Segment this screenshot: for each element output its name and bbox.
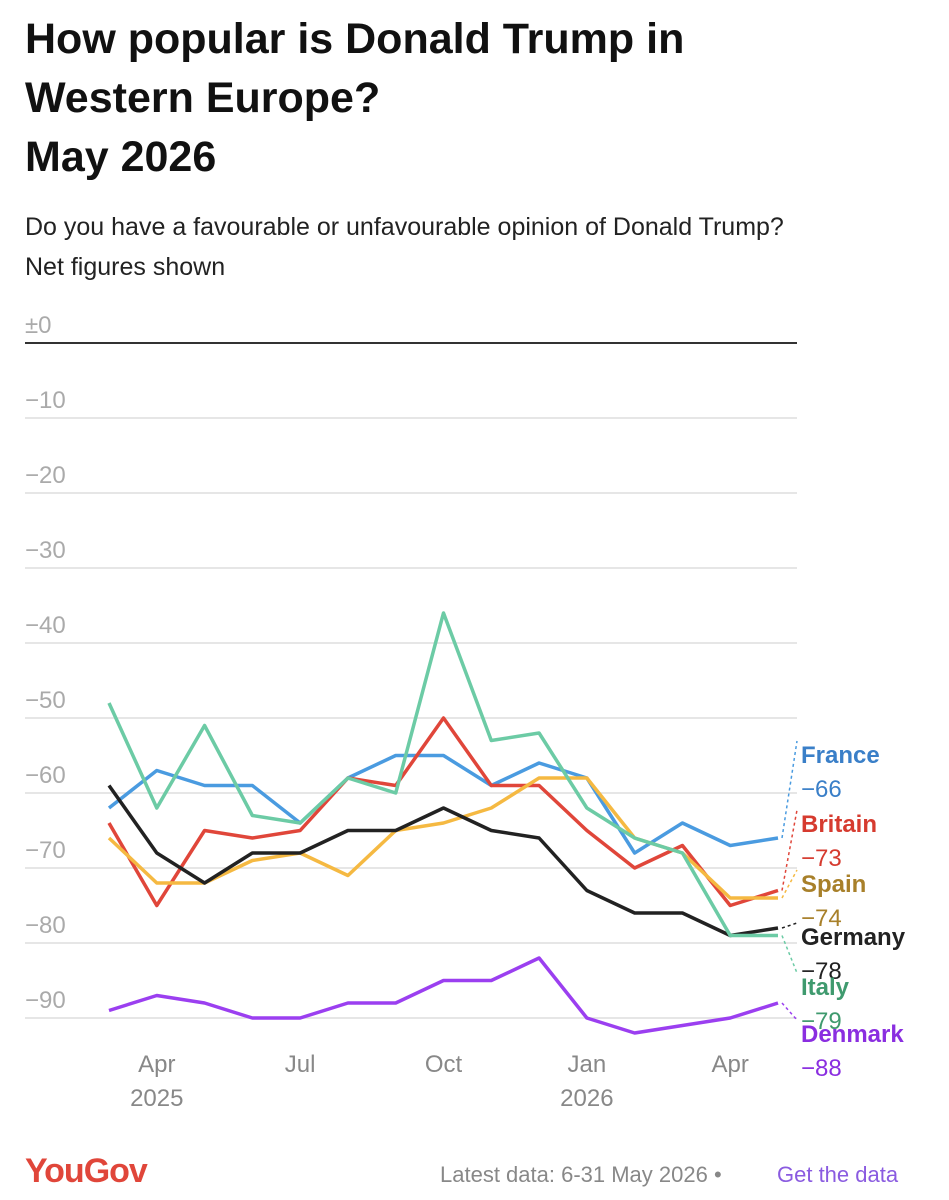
y-tick-label: −90 — [25, 987, 66, 1014]
legend-label: France — [801, 742, 880, 769]
title-line: How popular is Donald Trump in — [25, 15, 684, 63]
label-leader — [781, 1002, 798, 1021]
y-tick-label: −60 — [25, 762, 66, 789]
y-tick-label: −30 — [25, 537, 66, 564]
legend-label: Italy — [801, 974, 850, 1001]
series-line — [107, 784, 779, 938]
y-tick-label: ±0 — [25, 312, 52, 339]
y-tick-label: −50 — [25, 687, 66, 714]
legend-label: Denmark — [801, 1021, 904, 1048]
x-tick-label: Apr — [712, 1051, 749, 1078]
end-value-label: −79 — [801, 1008, 842, 1035]
y-tick-label: −10 — [25, 387, 66, 414]
y-tick-label: −40 — [25, 612, 66, 639]
end-value-label: −66 — [801, 776, 842, 803]
y-tick-label: −70 — [25, 837, 66, 864]
legend-label: Spain — [801, 871, 866, 898]
end-value-label: −74 — [801, 905, 842, 932]
y-tick-label: −80 — [25, 912, 66, 939]
subtitle-line: Do you have a favourable or unfavourable… — [25, 213, 784, 241]
footer-note: Latest data: 6-31 May 2026 • — [440, 1162, 722, 1187]
label-leader — [781, 935, 798, 974]
x-year-label: 2025 — [130, 1085, 183, 1112]
x-tick-label: Oct — [425, 1051, 463, 1078]
subtitle-line: Net figures shown — [25, 253, 225, 281]
label-leader — [781, 869, 798, 899]
series-line — [107, 716, 779, 908]
end-value-label: −73 — [801, 845, 842, 872]
series-line — [107, 611, 778, 938]
y-tick-label: −20 — [25, 462, 66, 489]
end-value-label: −88 — [801, 1055, 842, 1082]
series-line — [107, 753, 779, 855]
label-leader — [781, 922, 798, 929]
legend-label: Germany — [801, 924, 906, 951]
end-value-label: −78 — [801, 958, 842, 985]
x-year-label: 2026 — [560, 1085, 613, 1112]
brand-logo: YouGov — [25, 1152, 148, 1190]
title-line: Western Europe? — [25, 74, 380, 122]
data-link[interactable]: Get the data — [777, 1162, 899, 1187]
legend-label: Britain — [801, 811, 877, 838]
series-line — [108, 956, 779, 1035]
x-tick-label: Apr — [138, 1051, 175, 1078]
label-leader — [781, 740, 798, 839]
x-tick-label: Jan — [568, 1051, 607, 1078]
title-line: May 2026 — [25, 133, 216, 181]
label-leader — [781, 809, 798, 891]
x-tick-label: Jul — [285, 1051, 316, 1078]
